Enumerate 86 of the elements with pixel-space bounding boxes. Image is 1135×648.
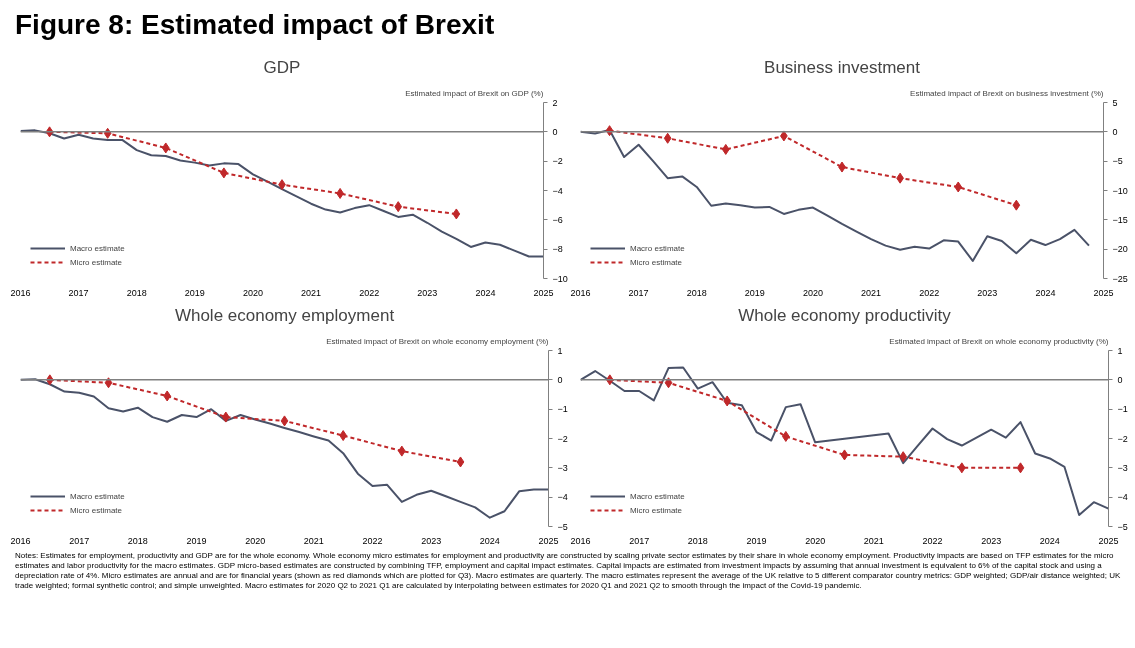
y-tick-label: 0 <box>552 126 558 137</box>
y-axis-title: Estimated impact of Brexit on business investment (%) <box>910 88 1104 98</box>
x-tick-label: 2024 <box>1035 287 1056 298</box>
x-tick-label: 2021 <box>863 535 884 546</box>
y-tick-label: −15 <box>1112 214 1128 225</box>
y-tick-label: −1 <box>557 404 568 415</box>
text: Notes: Estimates for employment, productivity and GDP are for the whole economy. Whole economy micro estimates for employment and productivity are constructed by scaling private sector estimates by their share in whole economy employment. Productivity impacts are based on TFP estimates for the micro estimates and labor productivity for the macro estimates. GDP micro-based estimates are constructed by combining TFP, employment and capital impact estimates. Capital impacts are estimated from investment impacts by assuming that annual investment is equivalent to 6% of the capital stock and using a depreciation rate of 4%. Micro estimates are annual and are for financial years (shown as red diamonds which are plotted for Q3). Macro estimates are quarterly. The macro estimates represent the average of the UK relative to 5 different comparator country metrics: GDP weighted; GDP/air distance weighted; UK trade weighted; formal synthetic control; and simple unweighted. Macro estimates for 2020 Q2 to 2021 Q1 are calculated by interpolating between estimates for 2020 Q1 and 2021 Q2 to smooth through the impact of the Covid-19 pandemic. <box>15 551 1122 591</box>
y-tick-label: 1 <box>1117 345 1123 356</box>
x-tick-label: 2022 <box>359 287 380 298</box>
x-tick-label: 2024 <box>475 287 496 298</box>
y-tick-label: −4 <box>1117 492 1128 503</box>
x-tick-label: 2019 <box>746 535 767 546</box>
x-tick-label: 2016 <box>10 535 31 546</box>
x-tick-label: 2023 <box>421 535 442 546</box>
x-tick-label: 2018 <box>687 535 708 546</box>
x-tick-label: 2016 <box>10 287 31 298</box>
y-axis-title: Estimated impact of Brexit on GDP (%) <box>405 88 544 98</box>
x-tick-label: 2016 <box>570 287 591 298</box>
x-tick-label: 2024 <box>479 535 500 546</box>
x-tick-label: 2025 <box>1093 287 1114 298</box>
y-tick-label: −6 <box>552 214 563 225</box>
caption: Figure 8: Estimated impact of Brexit <box>15 8 495 42</box>
y-tick-label: −2 <box>552 156 563 167</box>
x-tick-label: 2020 <box>245 535 266 546</box>
y-tick-label: −2 <box>557 433 568 444</box>
legend-label: Macro estimate <box>630 490 685 502</box>
y-tick-label: 0 <box>1117 374 1123 385</box>
y-tick-label: −5 <box>557 521 568 532</box>
x-tick-label: 2021 <box>303 535 324 546</box>
x-tick-label: 2019 <box>184 287 205 298</box>
x-tick-label: 2016 <box>570 535 591 546</box>
x-tick-label: 2022 <box>919 287 940 298</box>
legend-label: Micro estimate <box>630 256 683 268</box>
y-tick-label: −1 <box>1117 404 1128 415</box>
y-tick-label: −2 <box>1117 433 1128 444</box>
x-tick-label: 2023 <box>981 535 1002 546</box>
y-tick-label: −3 <box>1117 462 1128 473</box>
x-tick-label: 2022 <box>362 535 383 546</box>
x-tick-label: 2019 <box>744 287 765 298</box>
legend-label: Micro estimate <box>70 504 123 516</box>
x-tick-label: 2018 <box>126 287 147 298</box>
x-tick-label: 2017 <box>629 535 650 546</box>
x-tick-label: 2017 <box>69 535 90 546</box>
y-tick-label: 1 <box>557 345 563 356</box>
x-tick-label: 2025 <box>1098 535 1119 546</box>
y-tick-label: 5 <box>1112 97 1118 108</box>
y-tick-label: 0 <box>557 374 563 385</box>
x-tick-label: 2022 <box>922 535 943 546</box>
y-tick-label: −5 <box>1117 521 1128 532</box>
chart-title: Whole economy employment <box>174 305 395 325</box>
chart-title: GDP <box>263 57 301 77</box>
y-axis-title: Estimated impact of Brexit on whole economy employment (%) <box>326 336 549 346</box>
legend-label: Macro estimate <box>70 242 125 254</box>
x-tick-label: 2021 <box>861 287 882 298</box>
y-axis-title: Estimated impact of Brexit on whole economy productivity (%) <box>889 336 1109 346</box>
y-tick-label: 0 <box>1112 126 1118 137</box>
y-tick-label: −4 <box>552 185 563 196</box>
chart-title: Whole economy productivity <box>738 305 952 325</box>
x-tick-label: 2020 <box>802 287 823 298</box>
x-tick-label: 2025 <box>533 287 554 298</box>
x-tick-label: 2017 <box>68 287 89 298</box>
x-tick-label: 2018 <box>127 535 148 546</box>
legend-label: Micro estimate <box>70 256 123 268</box>
y-tick-label: −20 <box>1112 244 1128 255</box>
y-tick-label: −25 <box>1112 273 1128 284</box>
x-tick-label: 2018 <box>686 287 707 298</box>
y-tick-label: −10 <box>1112 185 1128 196</box>
x-tick-label: 2025 <box>538 535 559 546</box>
y-tick-label: −8 <box>552 244 563 255</box>
chart-title: Business investment <box>764 57 921 77</box>
legend-label: Macro estimate <box>70 490 125 502</box>
x-tick-label: 2020 <box>242 287 263 298</box>
y-tick-label: 2 <box>552 97 558 108</box>
y-tick-label: −3 <box>557 462 568 473</box>
x-tick-label: 2019 <box>186 535 207 546</box>
y-tick-label: −10 <box>552 273 568 284</box>
x-tick-label: 2024 <box>1039 535 1060 546</box>
x-tick-label: 2023 <box>417 287 438 298</box>
y-tick-label: −5 <box>1112 156 1123 167</box>
x-tick-label: 2023 <box>977 287 998 298</box>
x-tick-label: 2017 <box>628 287 649 298</box>
legend-label: Micro estimate <box>630 504 683 516</box>
legend-label: Macro estimate <box>630 242 685 254</box>
x-tick-label: 2020 <box>805 535 826 546</box>
y-tick-label: −4 <box>557 492 568 503</box>
x-tick-label: 2021 <box>301 287 322 298</box>
